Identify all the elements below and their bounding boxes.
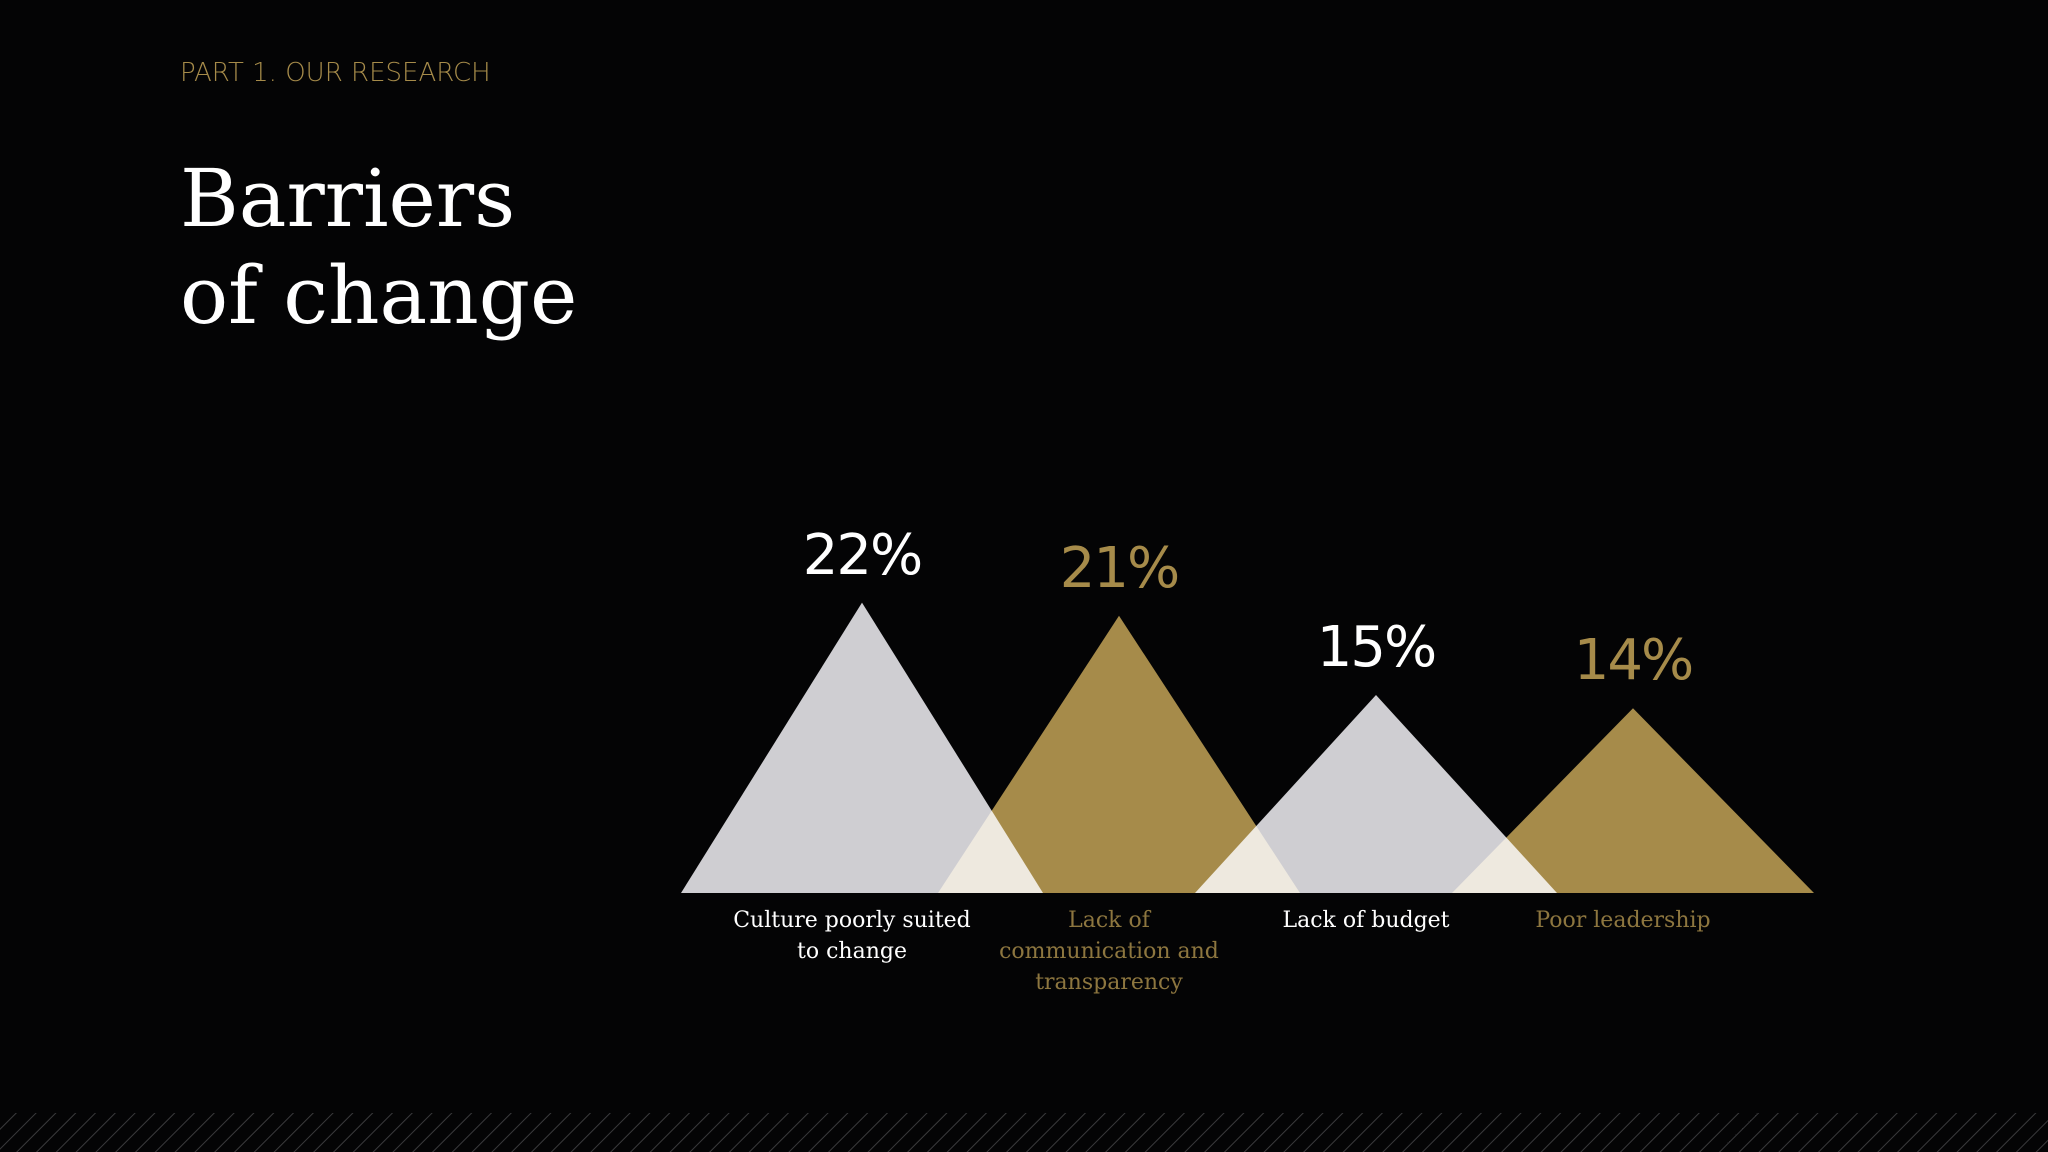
value-label: 22% [802,522,923,588]
hatched-band [0,1113,2048,1152]
value-label: 14% [1573,628,1694,694]
category-label: Lack of budget [1282,908,1450,933]
kicker: PART 1. OUR RESEARCH [180,58,491,88]
value-label: 15% [1316,615,1437,680]
category-label: Culture poorly suited to change [733,908,971,964]
triangle [1195,695,1557,893]
triangle [681,602,1043,893]
triangle [1452,708,1814,893]
value-label: 21% [1059,535,1180,601]
triangle [938,615,1300,893]
title: Barriers of change [180,152,578,342]
category-label: Poor leadership [1535,908,1711,933]
triangles [681,602,1814,893]
category-label: Lack of communication and transparency [999,908,1219,995]
